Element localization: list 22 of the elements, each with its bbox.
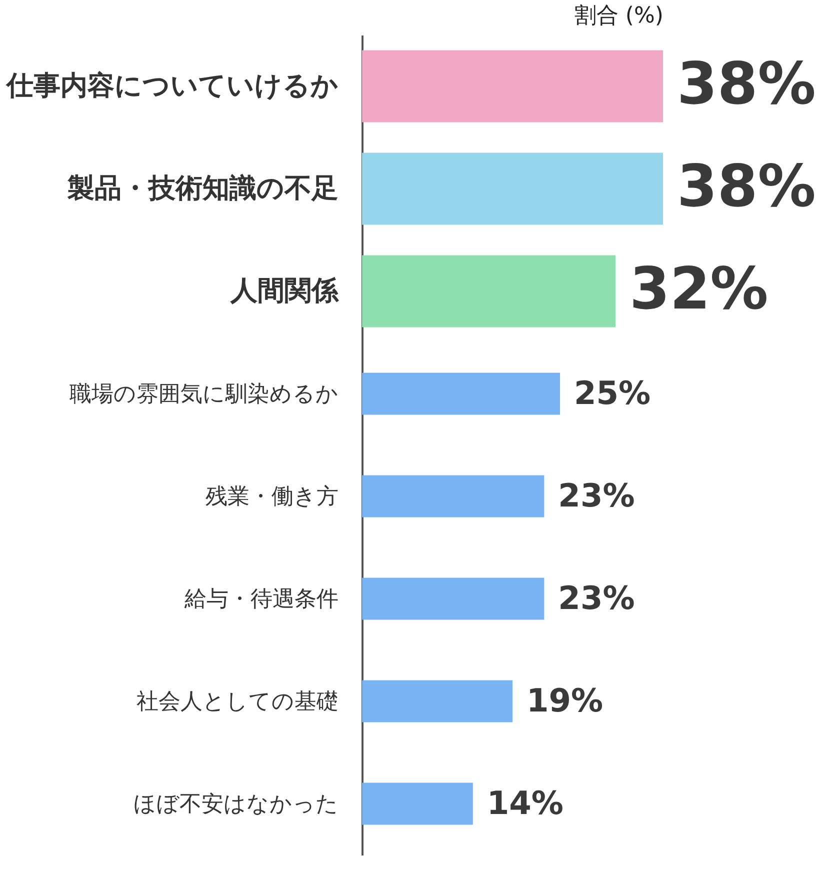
data-label: 23% [558,476,635,514]
y-tick-label: ほぼ不安はなかった [134,792,338,817]
y-tick-label: 製品・技術知識の不足 [66,172,338,204]
y-tick-label: 仕事内容についていけるか [6,70,338,102]
bar [362,475,544,518]
y-tick-label: 人間関係 [230,275,340,306]
y-tick-label: 給与・待遇条件 [184,586,338,612]
data-label: 25% [574,374,651,412]
bar [362,578,544,620]
bar [362,372,560,415]
y-tick-label: 職場の雰囲気に馴染めるか [70,382,338,407]
data-label: 14% [486,784,564,822]
bar [362,680,512,722]
y-tick-label: 残業・働き方 [206,484,338,510]
x-axis-title: 割合 (%) [574,4,664,28]
data-label: 23% [558,578,635,617]
data-label: 38% [677,49,816,118]
y-tick-label: 社会人としての基礎 [136,689,338,714]
data-label: 32% [629,254,768,322]
data-label: 38% [677,152,816,220]
bar [362,782,473,825]
data-label: 19% [526,681,604,720]
